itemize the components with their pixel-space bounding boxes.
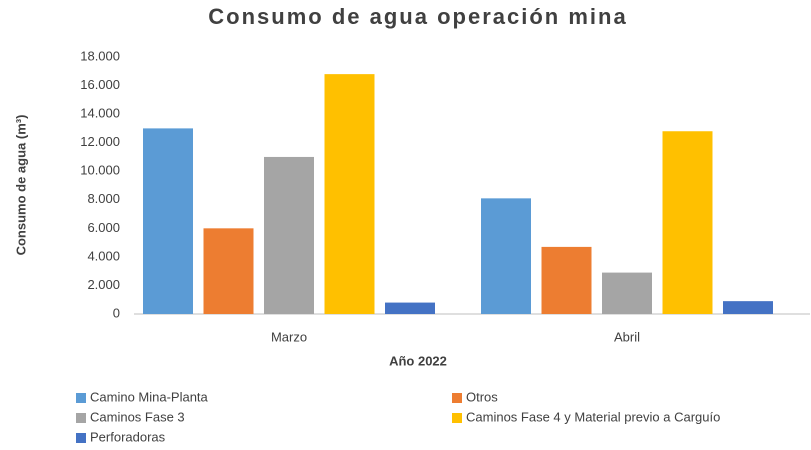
bar [385,302,435,314]
x-axis-title: Año 2022 [389,353,447,368]
legend-swatch [452,393,462,403]
legend-swatch [452,413,462,423]
bar [481,198,531,314]
y-tick-label: 10.000 [80,163,120,178]
y-tick-label: 6.000 [87,220,120,235]
bar [541,246,592,314]
y-tick-label: 12.000 [80,134,120,149]
legend-label: Otros [466,389,498,404]
y-tick-label: 0 [113,305,120,320]
legend-swatch [76,393,86,403]
bar [264,156,314,314]
y-tick-label: 14.000 [80,106,120,121]
bar [143,128,193,314]
y-tick-label: 2.000 [87,277,120,292]
x-tick-label: Marzo [271,329,307,344]
legend-label: Perforadoras [90,429,166,444]
legend-label: Camino Mina-Planta [90,389,209,404]
legend-swatch [76,413,86,423]
legend-label: Caminos Fase 4 y Material previo a Cargu… [466,409,720,424]
legend-label: Caminos Fase 3 [90,409,185,424]
x-tick-label: Abril [614,329,640,344]
y-tick-label: 16.000 [80,77,120,92]
legend-swatch [76,433,86,443]
bar [662,131,713,314]
bar [723,301,773,314]
bar [602,272,652,314]
bar [324,74,375,314]
y-axis-title: Consumo de agua (m³) [13,115,28,256]
bar [203,228,254,314]
chart-title: Consumo de agua operación mina [208,4,627,29]
y-tick-label: 4.000 [87,248,120,263]
y-tick-label: 8.000 [87,191,120,206]
y-tick-label: 18.000 [80,48,120,63]
